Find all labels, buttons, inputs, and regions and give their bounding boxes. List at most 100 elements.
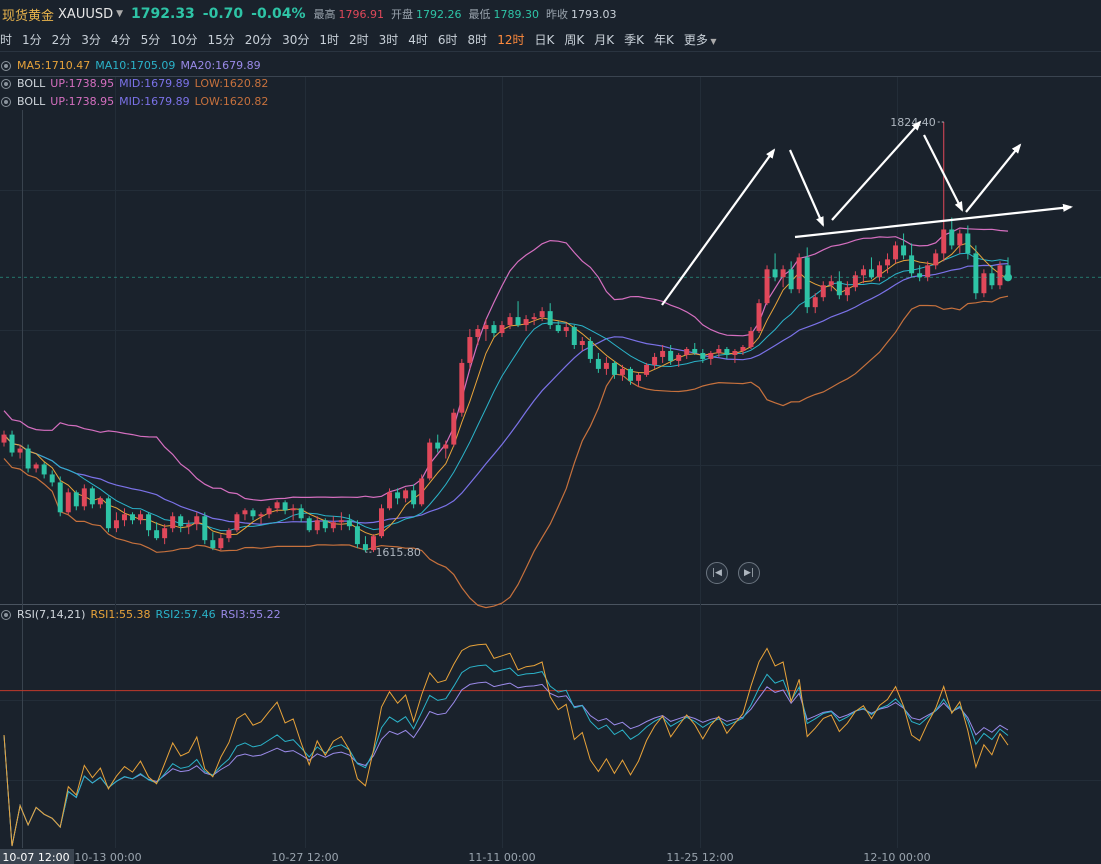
- open-value: 1792.26: [416, 7, 462, 21]
- scroll-first-button[interactable]: |◀: [706, 562, 728, 584]
- period-tab[interactable]: 10分: [170, 32, 198, 47]
- candle-body: [97, 498, 103, 505]
- ma10-legend: MA10:1705.09: [95, 59, 176, 72]
- candle-body: [876, 265, 882, 278]
- candle-body: [836, 281, 842, 296]
- candle-body: [933, 253, 939, 266]
- instrument-symbol[interactable]: XAUUSD: [58, 6, 114, 22]
- candle-body: [732, 350, 738, 355]
- prev-close-value: 1793.03: [571, 7, 617, 21]
- last-price: 1792.33: [131, 6, 195, 22]
- ma20-legend: MA20:1679.89: [180, 59, 261, 72]
- candle-body: [852, 275, 858, 288]
- x-tick-label: 10-07 12:00: [2, 851, 69, 864]
- candle-body: [1, 434, 7, 443]
- candle-body: [499, 325, 505, 334]
- candle-body: [81, 488, 87, 507]
- period-tab[interactable]: 20分: [244, 32, 273, 47]
- candle-body: [949, 229, 955, 246]
- period-tab[interactable]: 周K: [564, 32, 585, 47]
- candle-body: [611, 362, 617, 375]
- candle-body: [804, 257, 810, 308]
- indicator-settings-icon[interactable]: [1, 609, 11, 620]
- candle-body: [194, 516, 200, 525]
- candle-body: [917, 273, 923, 278]
- symbol-dropdown-icon[interactable]: ▼: [116, 9, 124, 19]
- candle-body: [49, 474, 55, 483]
- period-tab[interactable]: 更多 ▼: [683, 32, 717, 47]
- boll-low-legend: LOW:1620.82: [194, 95, 269, 108]
- instrument-name[interactable]: 现货黄金: [2, 8, 55, 24]
- candle-body: [346, 520, 352, 527]
- x-tick-label: 11-11 00:00: [468, 851, 535, 864]
- candle-body: [210, 540, 216, 549]
- period-tab[interactable]: 3分: [81, 32, 101, 47]
- period-tab[interactable]: 12时: [497, 32, 525, 47]
- candle-body: [162, 528, 168, 539]
- indicator-settings-icon[interactable]: [1, 60, 11, 71]
- high-label: 最高: [313, 8, 336, 21]
- period-tab[interactable]: 1分: [22, 32, 42, 47]
- indicator-settings-icon[interactable]: [1, 78, 11, 89]
- candle-body: [25, 448, 31, 469]
- x-tick-label: 12-10 00:00: [863, 851, 930, 864]
- candle-body: [603, 362, 609, 369]
- indicator-settings-icon[interactable]: [1, 96, 11, 107]
- trend-arrow: [965, 143, 1022, 213]
- candle-body: [186, 524, 192, 527]
- candle-body: [708, 352, 714, 359]
- x-axis-band: [0, 848, 1101, 864]
- boll-lower-line: [3, 295, 1009, 609]
- candle-body: [218, 538, 224, 549]
- period-tab[interactable]: 6时: [437, 32, 458, 47]
- candle-body: [595, 358, 601, 369]
- period-tab[interactable]: 30分: [282, 32, 310, 47]
- candle-body: [788, 269, 794, 290]
- candle-body: [619, 368, 625, 375]
- skip-back-icon: |◀: [712, 568, 722, 578]
- candle-body: [700, 352, 706, 359]
- rsi1-legend: RSI1:55.38: [90, 608, 151, 621]
- period-tab[interactable]: 15分: [207, 32, 235, 47]
- period-tab[interactable]: 2时: [348, 32, 369, 47]
- period-tab[interactable]: 1时: [319, 32, 339, 47]
- x-tick-label: 10-27 12:00: [271, 851, 338, 864]
- candle-body: [868, 269, 874, 278]
- candle-body: [57, 482, 63, 513]
- candle-body: [997, 265, 1003, 286]
- period-tab[interactable]: 季K: [624, 32, 644, 47]
- period-tab[interactable]: 3时: [378, 32, 399, 47]
- candle-body: [724, 348, 730, 355]
- high-price-label: 1824.40: [890, 116, 936, 129]
- ma20-line: [3, 263, 1009, 526]
- candle-body: [387, 492, 393, 509]
- boll-up-legend: UP:1738.95: [50, 95, 115, 108]
- support-arrow: [794, 203, 1073, 239]
- period-tab[interactable]: 月K: [594, 32, 615, 47]
- candle-body: [748, 331, 754, 347]
- period-tab[interactable]: 5分: [140, 32, 161, 47]
- candle-body: [33, 464, 39, 469]
- candle-body: [379, 508, 384, 537]
- period-tab[interactable]: 时: [0, 32, 13, 47]
- scroll-last-button[interactable]: ▶|: [738, 562, 760, 584]
- candle-body: [555, 325, 561, 332]
- candle-body: [692, 348, 698, 353]
- period-tab[interactable]: 8时: [467, 32, 488, 47]
- candle-body: [636, 374, 642, 381]
- candle-body: [812, 297, 818, 308]
- candle-body: [395, 492, 401, 499]
- period-tab[interactable]: 日K: [534, 32, 555, 47]
- period-tab[interactable]: 4分: [110, 32, 131, 47]
- period-tab[interactable]: 4时: [408, 32, 428, 47]
- period-tab[interactable]: 2分: [51, 32, 72, 47]
- period-tab[interactable]: 年K: [653, 32, 674, 47]
- candle-body: [523, 319, 529, 326]
- trend-arrow: [923, 134, 963, 212]
- candle-body: [531, 317, 537, 320]
- candle-body: [146, 514, 152, 531]
- candle-body: [475, 329, 481, 338]
- candle-body: [780, 269, 786, 278]
- candle-body: [242, 510, 248, 515]
